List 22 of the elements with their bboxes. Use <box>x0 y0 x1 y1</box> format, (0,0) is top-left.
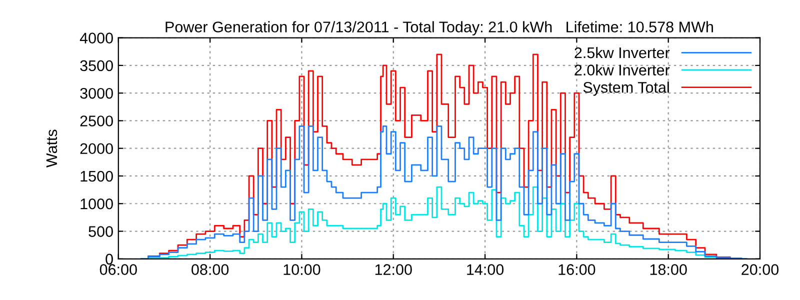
x-tick-label: 14:00 <box>467 264 504 275</box>
y-tick-label: 1000 <box>80 198 113 210</box>
y-tick-label: 4000 <box>80 32 113 44</box>
y-tick-label: 2500 <box>80 116 113 126</box>
y-tick-label: 3000 <box>80 88 113 99</box>
y-axis-title: Watts <box>46 130 58 168</box>
x-tick-label: 20:00 <box>742 264 779 275</box>
y-tick-label: 1500 <box>80 170 113 182</box>
legend-label: 2.5kw Inverter <box>574 46 670 58</box>
y-tick-label: 0 <box>106 254 113 265</box>
x-tick-label: 18:00 <box>650 264 687 275</box>
y-tick-label: 2000 <box>80 143 113 154</box>
legend-label: 2.0kw Inverter <box>574 64 670 76</box>
chart-title: Power Generation for 07/13/2011 - Total Today: 21.0 kWh Lifetime: 10.578 MWh <box>166 21 713 36</box>
y-tick-label: 3500 <box>80 60 113 72</box>
x-tick-label: 10:00 <box>284 264 320 275</box>
legend-label: System Total <box>583 82 669 96</box>
x-tick-label: 06:00 <box>100 264 137 275</box>
x-tick-label: 12:00 <box>375 264 412 275</box>
x-tick-label: 16:00 <box>558 264 596 275</box>
x-tick-label: 08:00 <box>192 264 229 275</box>
y-tick-label: 500 <box>88 226 113 237</box>
